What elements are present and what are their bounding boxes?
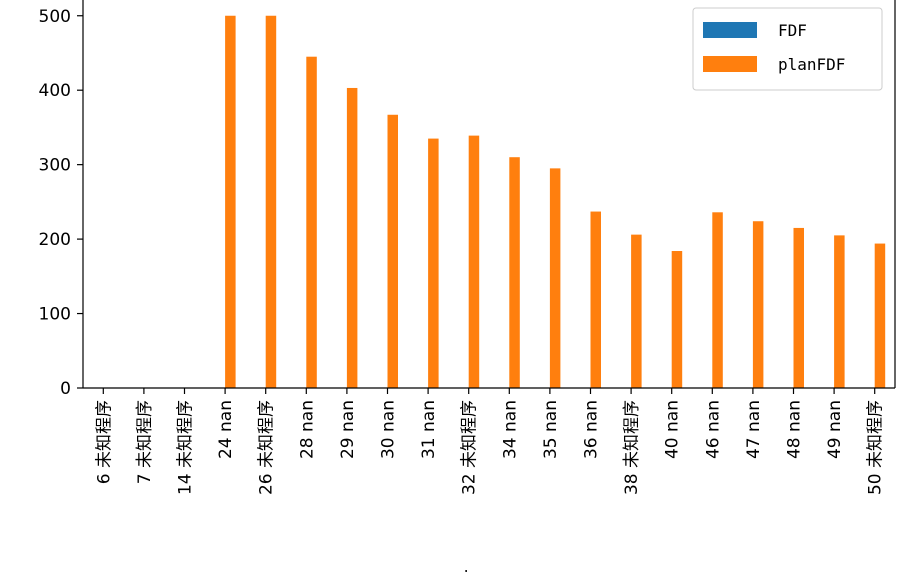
y-tick-label: 300 <box>39 156 71 176</box>
bar-planfdf-19 <box>874 243 886 388</box>
y-tick-label: 0 <box>60 379 71 399</box>
y-axis-ticks: 0 100 200 300 400 500 <box>39 7 83 399</box>
x-tick-label: 36 nan <box>582 400 602 459</box>
x-axis-label: d_prog <box>458 568 519 572</box>
x-tick-label: 30 nan <box>379 400 399 459</box>
legend-swatch-fdf <box>703 22 757 38</box>
bar-planfdf-15 <box>712 212 723 388</box>
bar-planfdf-9 <box>468 135 480 388</box>
x-tick-label: 29 nan <box>338 400 358 459</box>
bars-group <box>225 15 886 389</box>
bar-planfdf-4 <box>265 15 277 388</box>
x-tick-label: 35 nan <box>541 400 561 459</box>
x-tick-label: 34 nan <box>500 400 520 459</box>
x-tick-label: 32 未知程序 <box>460 400 480 495</box>
x-tick-label: 7 未知程序 <box>135 400 155 484</box>
bar-planfdf-6 <box>346 87 358 389</box>
bar-planfdf-7 <box>387 114 398 389</box>
legend-label-planfdf: planFDF <box>778 55 845 74</box>
x-tick-label: 40 nan <box>663 400 683 459</box>
bar-planfdf-10 <box>509 157 520 388</box>
legend-swatch-planfdf <box>703 56 757 72</box>
x-tick-label: 24 nan <box>216 400 236 459</box>
x-tick-label: 6 未知程序 <box>94 400 114 484</box>
bar-planfdf-11 <box>549 168 561 388</box>
y-tick-label: 400 <box>39 81 71 101</box>
x-tick-label: 38 未知程序 <box>622 400 642 495</box>
y-tick-label: 100 <box>39 305 71 325</box>
bar-planfdf-8 <box>428 138 439 388</box>
x-tick-label: 14 未知程序 <box>176 400 196 495</box>
bar-planfdf-13 <box>631 234 642 388</box>
bar-planfdf-12 <box>590 211 601 388</box>
bar-planfdf-5 <box>306 56 317 388</box>
bar-planfdf-16 <box>752 221 764 388</box>
legend: FDF planFDF <box>692 7 883 91</box>
bar-planfdf-14 <box>671 251 683 388</box>
y-tick-label: 200 <box>39 230 71 250</box>
x-tick-label: 47 nan <box>744 400 764 459</box>
x-tick-label: 28 nan <box>297 400 317 459</box>
x-tick-label: 46 nan <box>703 400 723 459</box>
x-tick-label: 50 未知程序 <box>866 400 886 495</box>
x-axis-ticks: 6 未知程序 7 未知程序 14 未知程序 24 nan 26 未知程序 28 nan 29… <box>94 388 886 495</box>
x-tick-label: 49 nan <box>825 400 845 459</box>
bar-planfdf-17 <box>793 227 804 388</box>
bar-planfdf-18 <box>834 235 845 388</box>
x-tick-label: 26 未知程序 <box>257 400 277 495</box>
y-tick-label: 500 <box>39 7 71 27</box>
bar-planfdf-3 <box>225 15 236 388</box>
x-tick-label: 31 nan <box>419 400 439 459</box>
legend-label-fdf: FDF <box>778 21 807 40</box>
x-tick-label: 48 nan <box>785 400 805 459</box>
